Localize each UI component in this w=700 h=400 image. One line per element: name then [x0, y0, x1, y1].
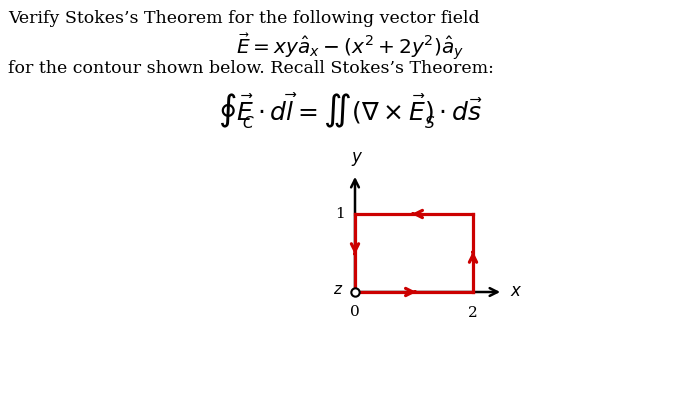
Text: 1: 1: [335, 207, 345, 221]
Text: 2: 2: [468, 306, 478, 320]
Text: $\oint \vec{E} \cdot d\vec{l} = \iint (\nabla \times \vec{E}) \cdot d\vec{s}$: $\oint \vec{E} \cdot d\vec{l} = \iint (\…: [218, 92, 482, 130]
Text: $S$: $S$: [424, 115, 435, 131]
Text: $C$: $C$: [241, 115, 254, 131]
Text: 0: 0: [350, 305, 360, 319]
Text: $y$: $y$: [351, 150, 363, 168]
Text: $x$: $x$: [510, 284, 522, 300]
Text: $z$: $z$: [332, 283, 343, 297]
Text: Verify Stokes’s Theorem for the following vector field: Verify Stokes’s Theorem for the followin…: [8, 10, 480, 27]
Text: for the contour shown below. Recall Stokes’s Theorem:: for the contour shown below. Recall Stok…: [8, 60, 494, 77]
Text: $\vec{E} = xy\hat{a}_x - (x^2 + 2y^2)\hat{a}_y$: $\vec{E} = xy\hat{a}_x - (x^2 + 2y^2)\ha…: [236, 32, 464, 63]
